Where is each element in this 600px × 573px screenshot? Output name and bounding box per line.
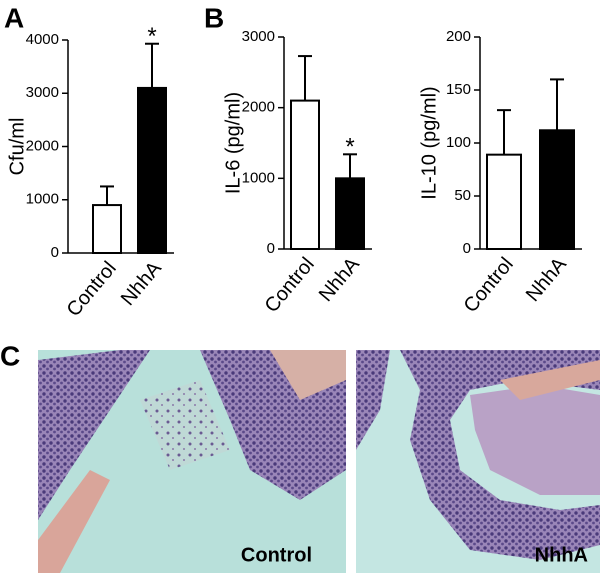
y-tick-label: 3000 xyxy=(26,84,59,101)
x-tick-label: NhhA xyxy=(315,253,364,306)
y-tick-label: 50 xyxy=(454,187,471,204)
image-label: Control xyxy=(241,544,312,566)
bar xyxy=(486,153,522,250)
panel-label: A xyxy=(4,2,24,33)
bar xyxy=(539,129,575,250)
bar xyxy=(290,99,320,250)
histology-control xyxy=(38,350,346,573)
y-tick-label: 1000 xyxy=(242,169,275,186)
bar xyxy=(335,177,365,250)
y-tick-label: 4000 xyxy=(26,31,59,48)
bar xyxy=(92,204,122,254)
y-tick-label: 200 xyxy=(446,28,471,45)
x-tick-label: Control xyxy=(261,253,319,317)
x-tick-label: NhhA xyxy=(522,253,571,306)
y-tick-label: 3000 xyxy=(242,28,275,45)
y-tick-label: 0 xyxy=(51,244,59,261)
x-tick-label: NhhA xyxy=(117,257,166,310)
y-tick-label: 100 xyxy=(446,134,471,151)
y-axis-label: IL-6 (pg/ml) xyxy=(222,92,244,194)
significance-star: * xyxy=(345,134,354,161)
image-label: NhhA xyxy=(535,544,588,566)
y-axis-label: IL-10 (pg/ml) xyxy=(418,86,440,199)
y-tick-label: 150 xyxy=(446,81,471,98)
histology-nhha xyxy=(356,350,600,573)
significance-star: * xyxy=(147,23,156,50)
x-tick-label: Control xyxy=(460,253,518,317)
panel-label: B xyxy=(204,2,224,33)
bar xyxy=(137,86,167,254)
y-tick-label: 2000 xyxy=(242,99,275,116)
y-tick-label: 2000 xyxy=(26,137,59,154)
y-tick-label: 0 xyxy=(463,240,471,257)
x-tick-label: Control xyxy=(63,257,121,321)
y-axis-label: Cfu/ml xyxy=(6,118,28,176)
y-tick-label: 0 xyxy=(267,240,275,257)
panel-label: C xyxy=(0,340,20,371)
y-tick-label: 1000 xyxy=(26,191,59,208)
